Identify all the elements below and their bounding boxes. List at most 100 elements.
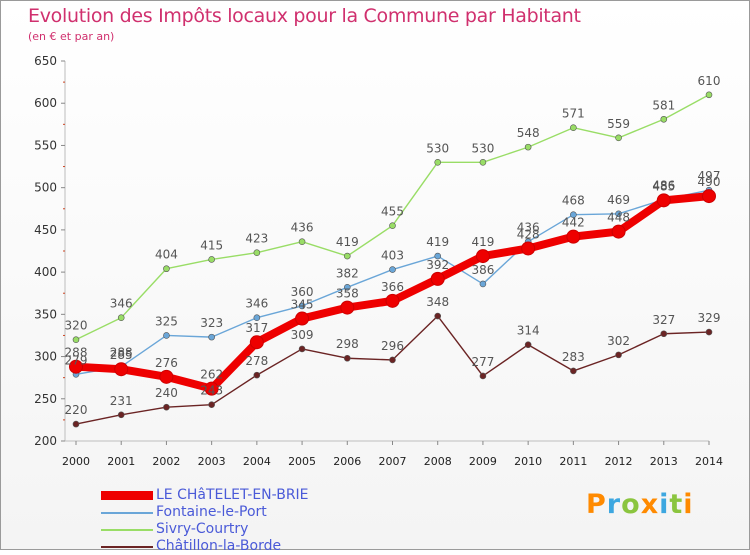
data-point — [72, 336, 80, 343]
data-point — [389, 356, 396, 364]
data-label: 486 — [652, 178, 675, 192]
data-label: 423 — [245, 232, 268, 246]
data-point — [253, 249, 261, 256]
data-label: 581 — [652, 98, 675, 112]
data-label: 469 — [607, 193, 630, 207]
data-label: 262 — [200, 368, 223, 382]
data-label: 448 — [607, 211, 630, 225]
data-point — [615, 210, 622, 218]
logo-letter: r — [606, 489, 622, 520]
data-label: 419 — [336, 235, 359, 249]
data-point — [705, 328, 713, 336]
logo-letter: o — [621, 489, 641, 520]
chart-title: Evolution des Impôts locaux pour la Comm… — [28, 5, 581, 27]
data-label: 345 — [291, 298, 314, 312]
data-label: 325 — [155, 314, 178, 328]
data-label: 382 — [336, 266, 359, 280]
data-point — [570, 211, 577, 218]
y-tick-label: 200 — [34, 434, 57, 448]
data-point — [298, 238, 306, 246]
y-tick-label: 400 — [34, 265, 57, 279]
data-point — [656, 193, 671, 208]
legend-label: Châtillon-la-Borde — [156, 538, 282, 554]
data-point — [660, 115, 668, 123]
data-label: 278 — [245, 354, 268, 368]
data-point — [475, 249, 490, 264]
data-point — [343, 284, 351, 291]
data-label: 485 — [652, 179, 675, 193]
data-label: 548 — [517, 126, 540, 140]
data-label: 386 — [471, 263, 494, 277]
x-tick-label: 2001 — [107, 455, 135, 468]
data-point — [385, 293, 400, 308]
data-point — [570, 124, 577, 132]
data-label: 530 — [426, 141, 449, 155]
data-label: 279 — [65, 353, 88, 367]
data-label: 530 — [471, 141, 494, 155]
data-point — [340, 300, 355, 315]
legend-label: Fontaine-le-Port — [156, 504, 267, 520]
data-label: 490 — [698, 175, 721, 189]
logo-letter: i — [659, 489, 670, 520]
data-label: 298 — [336, 337, 359, 351]
data-label: 240 — [155, 386, 178, 400]
data-label: 358 — [336, 287, 359, 301]
data-point — [434, 312, 442, 320]
data-point — [705, 91, 713, 99]
data-point — [298, 302, 306, 310]
legend-swatch — [101, 545, 153, 548]
series-0 — [69, 189, 716, 396]
data-point — [253, 314, 261, 322]
data-label: 436 — [517, 221, 540, 235]
data-point — [208, 256, 215, 263]
data-point — [660, 330, 668, 338]
x-tick-label: 2000 — [62, 455, 90, 468]
data-point — [389, 222, 396, 229]
data-point — [69, 359, 83, 374]
data-point — [159, 369, 174, 384]
y-tick-label: 500 — [34, 181, 57, 195]
data-label: 314 — [517, 324, 540, 338]
data-point — [117, 411, 125, 419]
data-label: 317 — [245, 321, 268, 335]
data-point — [295, 311, 310, 326]
data-point — [611, 224, 626, 239]
legend-swatch — [101, 528, 153, 531]
data-label: 296 — [381, 339, 404, 353]
data-label: 329 — [698, 311, 721, 325]
data-point — [114, 362, 129, 377]
data-point — [343, 354, 351, 362]
data-label: 243 — [200, 384, 223, 398]
data-point — [479, 280, 487, 288]
data-point — [479, 159, 487, 166]
data-point — [253, 371, 261, 379]
x-tick-label: 2002 — [152, 455, 180, 468]
data-point — [434, 252, 442, 260]
x-tick-label: 2005 — [288, 455, 316, 468]
data-label: 455 — [381, 205, 404, 219]
series-line — [75, 315, 710, 425]
data-label: 277 — [471, 355, 494, 369]
data-label: 285 — [110, 348, 133, 362]
data-point — [117, 314, 125, 322]
x-tick-label: 2012 — [605, 455, 633, 468]
data-label: 392 — [426, 258, 449, 272]
x-tick-label: 2013 — [650, 455, 678, 468]
data-label: 403 — [381, 249, 404, 263]
y-tick-label: 350 — [34, 307, 57, 321]
data-label: 419 — [471, 235, 494, 249]
x-tick-label: 2003 — [198, 455, 226, 468]
x-tick-label: 2008 — [424, 455, 452, 468]
data-point — [389, 266, 396, 273]
data-point — [208, 333, 215, 341]
data-label: 415 — [200, 238, 223, 252]
data-point — [615, 351, 622, 359]
data-label: 346 — [110, 297, 133, 311]
chart-subtitle: (en € et par an) — [28, 30, 115, 43]
data-point — [204, 381, 219, 396]
data-label: 610 — [698, 74, 721, 88]
data-point — [521, 241, 536, 256]
data-label: 442 — [562, 216, 585, 230]
series-2 — [72, 91, 713, 343]
